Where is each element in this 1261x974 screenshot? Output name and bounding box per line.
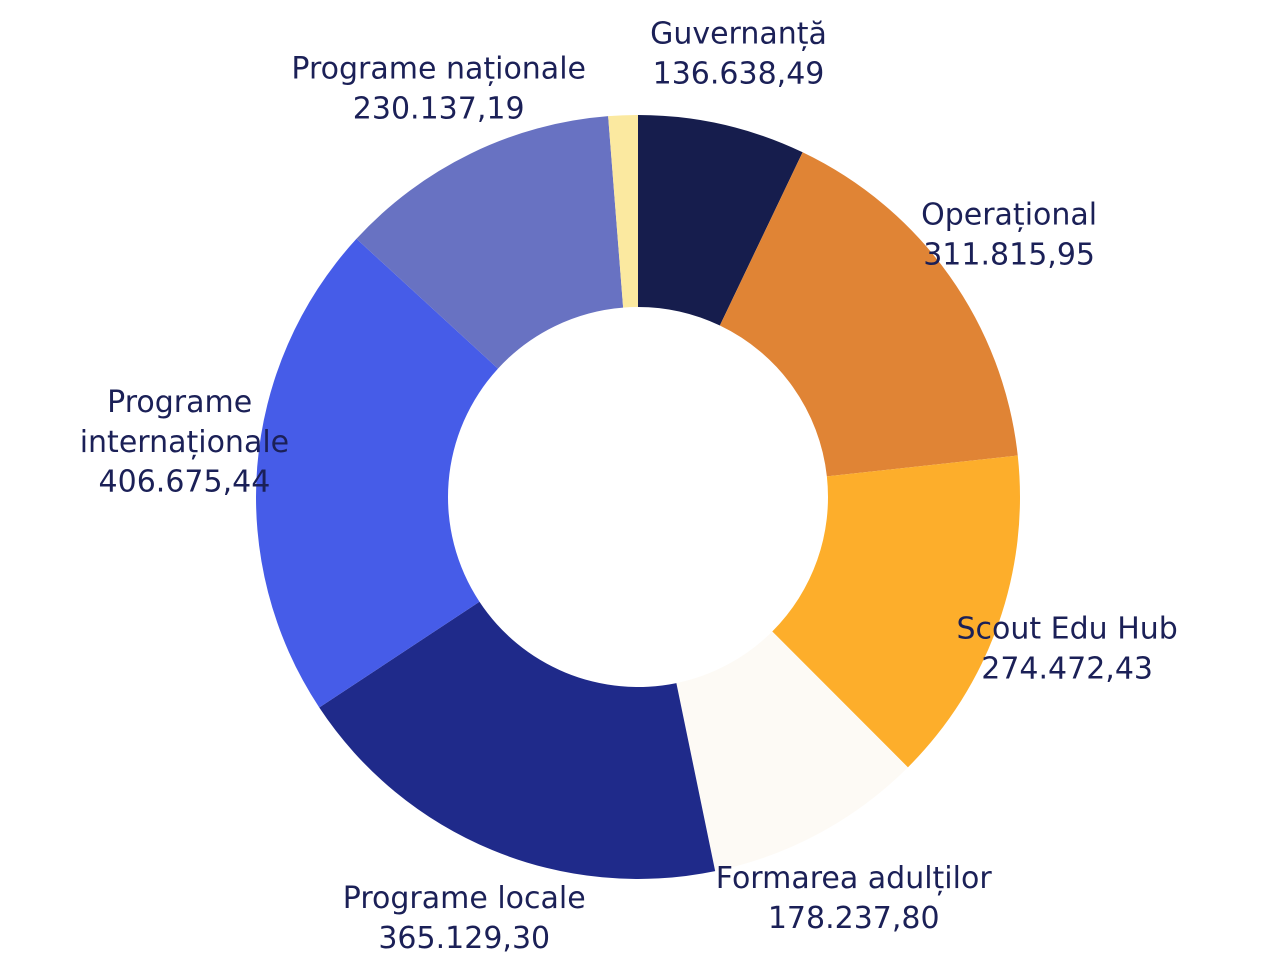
slice-label-line: internaționale [80,424,289,459]
donut-slice [772,455,1020,768]
slice-label: Formarea adulților [716,861,993,896]
value-label: 274.472,43 [981,652,1153,687]
donut-slice [319,601,716,879]
value-label: 136.638,49 [653,57,825,92]
value-label: 365.129,30 [378,921,550,956]
slice-label: Programe naționale [291,51,586,86]
donut-slice [676,631,908,872]
slice-label-line: Programe [107,384,262,419]
slice-label: Guvernanță [650,17,827,52]
slice-label: Operațional [921,197,1097,232]
slice-label: Scout Edu Hub [956,612,1177,647]
value-label: 406.675,44 [99,464,271,499]
slice-label: Programe internaționale [80,384,289,459]
donut-slice [719,152,1018,477]
value-label: 311.815,95 [923,237,1095,272]
value-label: 230.137,19 [353,91,525,126]
slice-label: Programe locale [343,881,586,916]
donut-slice [255,238,498,708]
value-label: 178.237,80 [768,901,940,936]
donut-slice [608,115,638,308]
donut-slice [356,116,624,369]
donut-slice [638,115,803,326]
